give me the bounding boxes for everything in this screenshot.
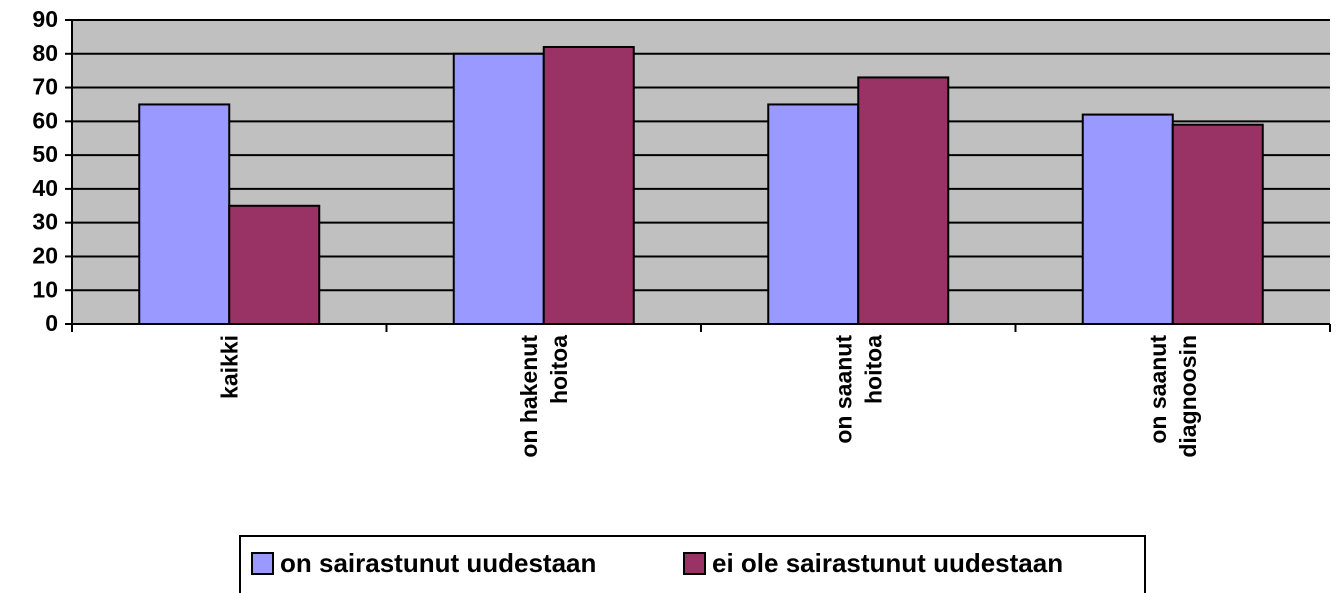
y-tick-label: 40: [32, 175, 58, 201]
y-tick-label: 90: [32, 6, 58, 32]
y-tick-label: 70: [32, 74, 58, 100]
legend-swatch: [251, 552, 274, 575]
x-tick-label: on saanut hoitoa: [830, 335, 886, 444]
y-tick-label: 10: [32, 276, 58, 302]
legend-label: on sairastunut uudestaan: [280, 548, 596, 578]
bar: [767, 103, 860, 325]
x-tick-label: on saanut diagnoosin: [1145, 335, 1201, 458]
legend-label: ei ole sairastunut uudestaan: [712, 548, 1063, 578]
bar: [857, 76, 950, 325]
y-tick-label: 60: [32, 107, 58, 133]
bar: [452, 52, 545, 326]
y-tick-label: 30: [32, 209, 58, 235]
x-tick-label: on hakenut hoitoa: [516, 335, 572, 458]
bar: [542, 46, 635, 326]
x-tick-label: kaikki: [216, 335, 242, 399]
y-tick-label: 50: [32, 141, 58, 167]
y-tick-label: 0: [45, 310, 58, 336]
y-tick-label: 20: [32, 243, 58, 269]
bar: [138, 103, 231, 325]
bar: [1171, 123, 1264, 326]
legend-swatch: [683, 552, 706, 575]
y-tick-label: 80: [32, 40, 58, 66]
bar: [228, 204, 321, 325]
bar: [1081, 113, 1174, 325]
